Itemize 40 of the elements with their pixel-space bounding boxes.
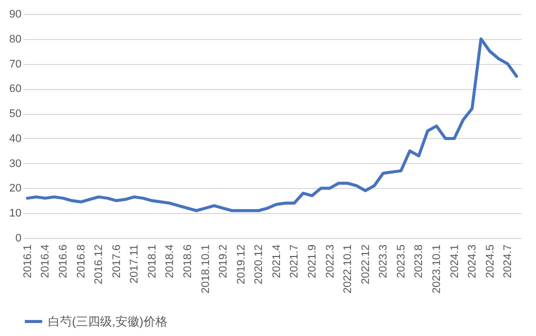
x-tick-label: 2019.12 xyxy=(235,244,248,284)
y-tick-label: 10 xyxy=(9,208,22,220)
x-tick-label: 2016.12 xyxy=(93,244,106,284)
y-tick-label: 50 xyxy=(9,108,22,120)
x-tick-label: 2022.10.1 xyxy=(342,244,354,294)
x-tick-label: 2024.5 xyxy=(484,244,496,278)
x-tick-label: 2017.6 xyxy=(110,244,123,278)
x-tick-label: 2024.7 xyxy=(502,244,514,278)
y-tick-label: 20 xyxy=(9,182,22,195)
x-tick-label: 2019.2 xyxy=(218,244,230,278)
y-tick-label: 0 xyxy=(15,232,22,244)
x-tick-label: 2016.6 xyxy=(58,244,70,278)
y-tick-label: 30 xyxy=(9,158,22,170)
legend-label: 白芍(三四级,安徽)价格 xyxy=(48,314,168,328)
x-tick-label: 2017.11 xyxy=(128,244,141,284)
x-tick-label: 2023.5 xyxy=(395,244,408,278)
x-tick-label: 2024.1 xyxy=(448,244,461,278)
x-tick-label: 2023.10.1 xyxy=(431,244,444,294)
x-tick-label: 2021.7 xyxy=(288,244,301,278)
x-tick-label: 2016.1 xyxy=(22,244,34,278)
x-tick-label: 2024.3 xyxy=(466,244,479,278)
y-tick-label: 80 xyxy=(9,33,22,46)
x-tick-label: 2023.8 xyxy=(413,244,426,278)
x-tick-label: 2023.3 xyxy=(378,244,390,278)
x-tick-label: 2016.4 xyxy=(40,244,52,278)
x-tick-label: 2018.10.1 xyxy=(200,244,212,294)
x-tick-label: 2018.1 xyxy=(146,244,158,278)
x-tick-label: 2016.8 xyxy=(75,244,88,278)
x-tick-label: 2018.4 xyxy=(164,244,176,278)
x-tick-label: 2022.3 xyxy=(324,244,336,278)
y-tick-label: 60 xyxy=(9,83,22,96)
y-tick-label: 70 xyxy=(9,58,22,70)
x-tick-label: 2021.4 xyxy=(270,244,283,278)
x-tick-label: 2021.9 xyxy=(306,244,319,278)
y-tick-label: 90 xyxy=(9,8,22,20)
x-tick-label: 2020.12 xyxy=(253,244,266,284)
x-tick-label: 2018.6 xyxy=(182,244,194,278)
x-tick-label: 2022.12 xyxy=(360,244,372,284)
line-series xyxy=(26,37,518,212)
y-tick-label: 40 xyxy=(9,132,22,145)
